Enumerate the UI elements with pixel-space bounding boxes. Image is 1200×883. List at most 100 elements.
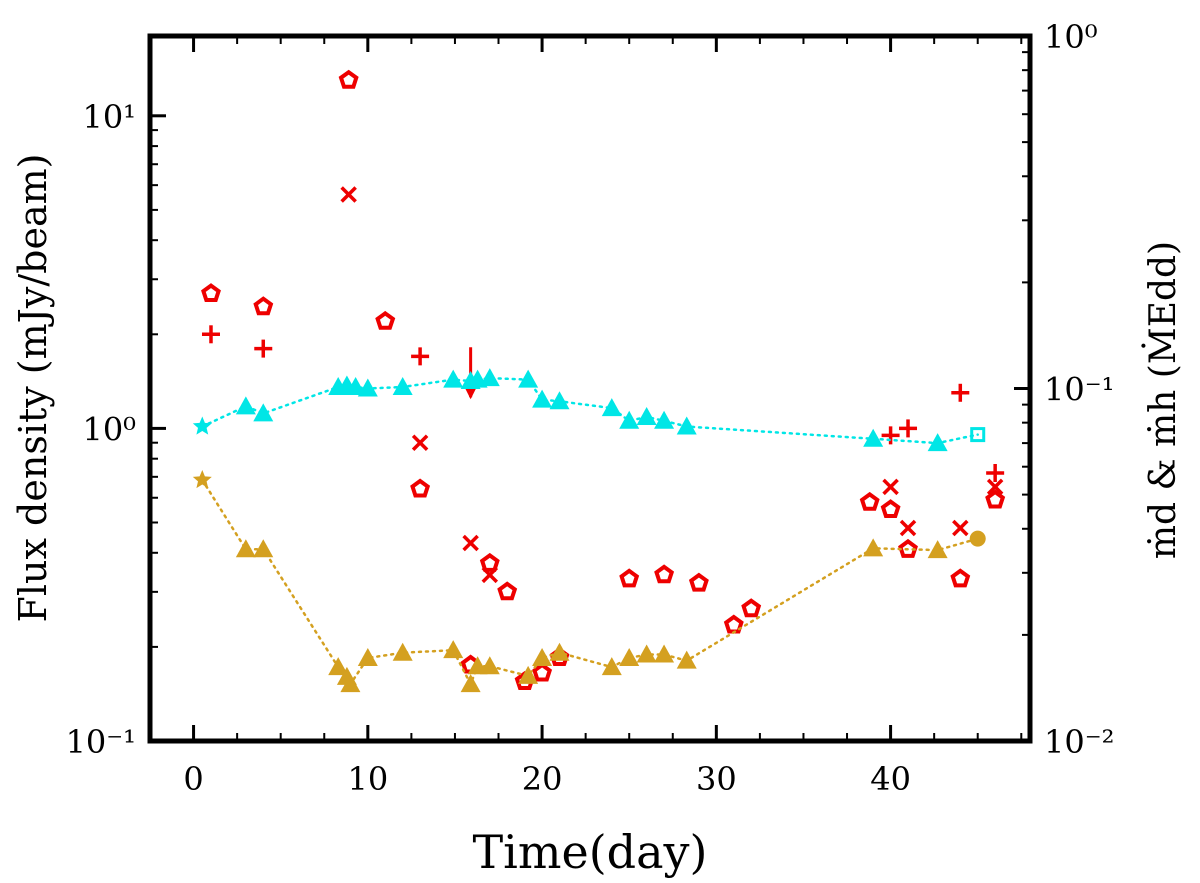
h-triangle-point	[443, 640, 464, 659]
h-triangle-point	[357, 647, 378, 666]
y-left-tick-label: 10⁻¹	[66, 723, 136, 761]
marks-layer	[192, 69, 1006, 693]
cross-stroke	[411, 434, 429, 451]
d-triangle-point	[619, 410, 640, 429]
d-triangle-point	[636, 407, 657, 426]
d-triangle-point	[654, 410, 675, 429]
y-left-tick-label: 10¹	[82, 98, 136, 136]
y-right-tick-label: 10⁻²	[1044, 723, 1114, 761]
h-triangle-point	[235, 539, 256, 558]
h-triangle-point	[636, 644, 657, 663]
h-triangle-point	[619, 647, 640, 666]
d-triangle-point	[357, 378, 378, 397]
pentagon-point	[654, 564, 675, 584]
cross-stroke	[986, 478, 1004, 496]
cross-point	[481, 566, 499, 584]
y-right-tick-label: 10⁰	[1044, 18, 1098, 56]
d-triangle-point	[532, 389, 553, 408]
h-line	[201, 478, 979, 688]
pentagon-point	[338, 69, 359, 89]
plus-point	[201, 325, 220, 344]
pentagon-point	[741, 598, 762, 618]
pentagon-point	[985, 489, 1006, 509]
d-line	[201, 376, 979, 445]
plus-point	[254, 339, 273, 358]
pentagon-point	[880, 499, 901, 518]
h-triangle-point	[676, 650, 697, 669]
pentagon-point	[375, 310, 396, 330]
cross-point	[882, 478, 899, 496]
d-triangle-point	[863, 428, 884, 447]
pentagon-point	[253, 296, 274, 316]
d-triangle-point	[927, 433, 948, 452]
pentagon-point	[201, 283, 221, 302]
cross-point	[340, 186, 357, 203]
d-triangle-point	[549, 391, 570, 410]
plus-point	[881, 426, 900, 445]
cross-point	[986, 478, 1004, 496]
h-triangle-point	[863, 538, 884, 557]
cross-point	[899, 519, 917, 537]
pentagon-point	[950, 568, 971, 588]
cross-stroke	[481, 566, 499, 584]
h-triangle-point	[460, 674, 481, 693]
x-axis-title: Time(day)	[473, 825, 708, 879]
pentagon-point	[410, 478, 431, 498]
d-triangle-point	[392, 376, 413, 395]
h-triangle-point	[601, 657, 622, 676]
x-tick-label: 30	[696, 760, 737, 798]
pentagon-point	[688, 572, 709, 592]
cross-stroke	[462, 534, 479, 552]
d-triangle-point	[345, 376, 366, 395]
y-left-tick-label: 10⁰	[82, 410, 136, 448]
cross-stroke	[952, 519, 969, 537]
x-tick-label: 10	[347, 760, 388, 798]
h-triangle-point	[654, 644, 675, 663]
y-axis-left-title: Flux density (mJy/beam)	[11, 154, 55, 623]
d-triangle-point	[235, 396, 256, 415]
plus-point	[951, 383, 970, 402]
cross-stroke	[899, 519, 917, 537]
pentagon-point	[859, 491, 880, 511]
d-triangle-point	[518, 369, 539, 388]
plot-frame	[147, 33, 1033, 744]
cross-stroke	[340, 186, 357, 203]
x-tick-label: 0	[183, 760, 203, 798]
plus-point	[986, 463, 1005, 482]
x-tick-label: 40	[870, 760, 911, 798]
h-triangle-point	[340, 674, 361, 693]
arrow-head	[464, 387, 477, 400]
h-triangle-point	[479, 656, 500, 675]
pentagon-point	[479, 552, 500, 572]
d-triangle-point	[253, 403, 274, 422]
d-triangle-point	[443, 369, 464, 388]
h-triangle-point	[927, 540, 948, 559]
axes-layer: 0 10 20 30 40 10⁻¹ 10⁰ 10¹ 10⁻² 10⁻¹ 10⁰	[66, 18, 1115, 798]
h-triangle-point	[392, 642, 413, 661]
d-square-point	[970, 427, 986, 443]
h-triangle-point	[549, 642, 570, 661]
h-circle-point	[969, 530, 986, 547]
plus-point	[411, 347, 430, 366]
d-triangle-point	[676, 416, 697, 435]
h-triangle-point	[518, 665, 539, 684]
pentagon-point	[619, 568, 640, 588]
h-triangle-point	[532, 647, 553, 666]
plus-point	[899, 419, 918, 438]
d-triangle-point	[479, 368, 500, 387]
x-tick-label: 20	[522, 760, 563, 798]
cross-stroke	[882, 478, 899, 496]
pentagon-point	[532, 662, 553, 682]
cross-point	[411, 434, 429, 451]
h-triangle-point	[328, 657, 349, 676]
y-axis-right-title: ṁd & ṁh (ṀEdd)	[1142, 241, 1184, 559]
y-right-tick-label: 10⁻¹	[1044, 371, 1114, 409]
d-triangle-point	[601, 398, 622, 417]
d-star-point	[192, 416, 212, 435]
cross-point	[462, 534, 479, 552]
pentagon-point	[497, 581, 518, 601]
h-star-point	[192, 470, 212, 489]
h-triangle-point	[253, 539, 274, 558]
cross-point	[952, 519, 969, 537]
